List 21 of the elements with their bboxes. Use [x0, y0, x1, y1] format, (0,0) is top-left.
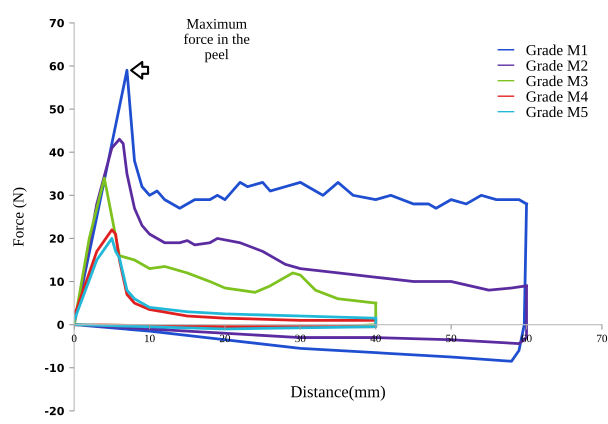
y-tick-label: 50 [50, 105, 64, 114]
y-tick-label: 30 [50, 191, 64, 200]
annotation: Maximum force in the peel [184, 18, 250, 62]
y-tick-label: 20 [50, 234, 64, 243]
y-tick-label: -20 [44, 406, 64, 416]
y-tick-label: 40 [49, 148, 64, 157]
x-tick-label: 70 [597, 334, 608, 342]
x-axis-title: Distance(mm) [290, 386, 385, 401]
x-tick-label: 10 [144, 334, 155, 342]
y-tick-label: 60 [50, 62, 64, 70]
legend-label: Grade M5 [526, 106, 588, 118]
y-tick-label: 70 [50, 18, 64, 28]
y-tick-label: -10 [44, 364, 64, 372]
legend-label: Grade M4 [526, 90, 588, 102]
y-tick-label: 10 [50, 278, 64, 286]
legend-label: Grade M3 [526, 75, 588, 86]
legend-label: Grade M2 [526, 60, 588, 71]
legend-label: Grade M1 [526, 44, 588, 56]
y-tick-label: 0 [57, 320, 64, 330]
y-axis-title: Force (N) [12, 188, 27, 246]
x-tick-label: 0 [72, 334, 77, 342]
